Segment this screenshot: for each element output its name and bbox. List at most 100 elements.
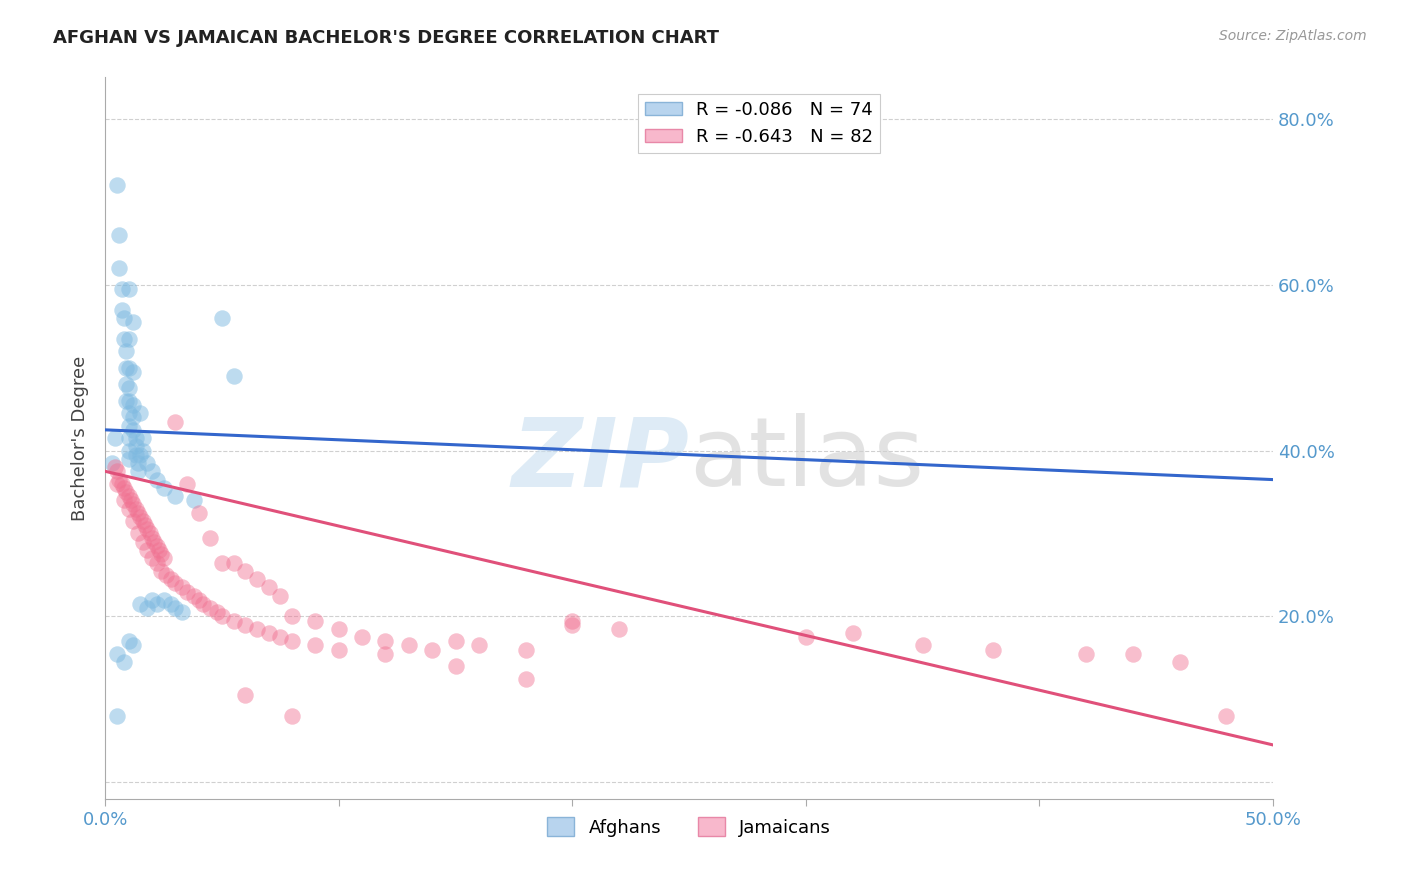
Point [172, 605, 194, 619]
Point [420, 642, 443, 657]
Point [122, 365, 145, 379]
Point [117, 332, 139, 346]
Point [117, 282, 139, 296]
Point [108, 261, 131, 276]
Point [103, 460, 125, 475]
Point [1076, 647, 1098, 661]
Point [129, 509, 152, 524]
Point [115, 377, 138, 392]
Point [328, 622, 350, 636]
Point [129, 448, 152, 462]
Point [145, 556, 167, 570]
Point [131, 534, 153, 549]
Point [131, 431, 153, 445]
Point [110, 476, 132, 491]
Text: ZIP: ZIP [512, 413, 689, 507]
Point [105, 647, 128, 661]
Point [183, 589, 205, 603]
Point [304, 639, 326, 653]
Point [112, 655, 135, 669]
Point [281, 709, 304, 723]
Point [165, 489, 187, 503]
Point [136, 456, 159, 470]
Point [112, 332, 135, 346]
Point [165, 601, 187, 615]
Point [145, 597, 167, 611]
Point [148, 543, 170, 558]
Point [222, 368, 245, 383]
Point [444, 659, 467, 673]
Point [374, 634, 396, 648]
Point [124, 431, 146, 445]
Point [607, 622, 630, 636]
Point [122, 498, 145, 512]
Point [134, 518, 156, 533]
Point [561, 614, 583, 628]
Text: AFGHAN VS JAMAICAN BACHELOR'S DEGREE CORRELATION CHART: AFGHAN VS JAMAICAN BACHELOR'S DEGREE COR… [53, 29, 720, 47]
Point [117, 451, 139, 466]
Point [257, 581, 280, 595]
Point [117, 406, 139, 420]
Point [122, 423, 145, 437]
Point [152, 592, 174, 607]
Point [117, 634, 139, 648]
Point [165, 576, 187, 591]
Point [124, 501, 146, 516]
Point [141, 531, 163, 545]
Point [235, 688, 257, 702]
Point [141, 551, 163, 566]
Point [150, 547, 173, 561]
Point [131, 443, 153, 458]
Point [108, 227, 131, 242]
Point [122, 410, 145, 425]
Point [172, 581, 194, 595]
Point [200, 601, 222, 615]
Point [561, 617, 583, 632]
Point [794, 630, 817, 644]
Point [127, 526, 149, 541]
Y-axis label: Bachelor's Degree: Bachelor's Degree [72, 356, 89, 521]
Point [117, 489, 139, 503]
Point [235, 617, 257, 632]
Text: Source: ZipAtlas.com: Source: ZipAtlas.com [1219, 29, 1367, 44]
Point [159, 572, 181, 586]
Point [115, 360, 138, 375]
Point [222, 556, 245, 570]
Point [152, 481, 174, 495]
Point [176, 584, 198, 599]
Point [211, 310, 233, 325]
Point [981, 642, 1004, 657]
Point [281, 609, 304, 624]
Point [127, 456, 149, 470]
Point [200, 531, 222, 545]
Point [246, 572, 269, 586]
Point [110, 302, 132, 317]
Point [122, 639, 145, 653]
Point [117, 501, 139, 516]
Point [115, 485, 138, 500]
Point [110, 282, 132, 296]
Point [269, 630, 291, 644]
Point [145, 473, 167, 487]
Point [117, 418, 139, 433]
Point [141, 592, 163, 607]
Point [127, 506, 149, 520]
Point [105, 709, 128, 723]
Point [187, 592, 209, 607]
Point [117, 431, 139, 445]
Point [122, 398, 145, 412]
Point [105, 464, 128, 478]
Point [136, 543, 159, 558]
Point [515, 672, 537, 686]
Point [129, 406, 152, 420]
Point [207, 605, 229, 619]
Point [105, 178, 128, 193]
Point [165, 415, 187, 429]
Point [145, 539, 167, 553]
Point [108, 473, 131, 487]
Point [101, 456, 124, 470]
Point [515, 642, 537, 657]
Point [138, 526, 160, 541]
Point [468, 639, 491, 653]
Point [112, 493, 135, 508]
